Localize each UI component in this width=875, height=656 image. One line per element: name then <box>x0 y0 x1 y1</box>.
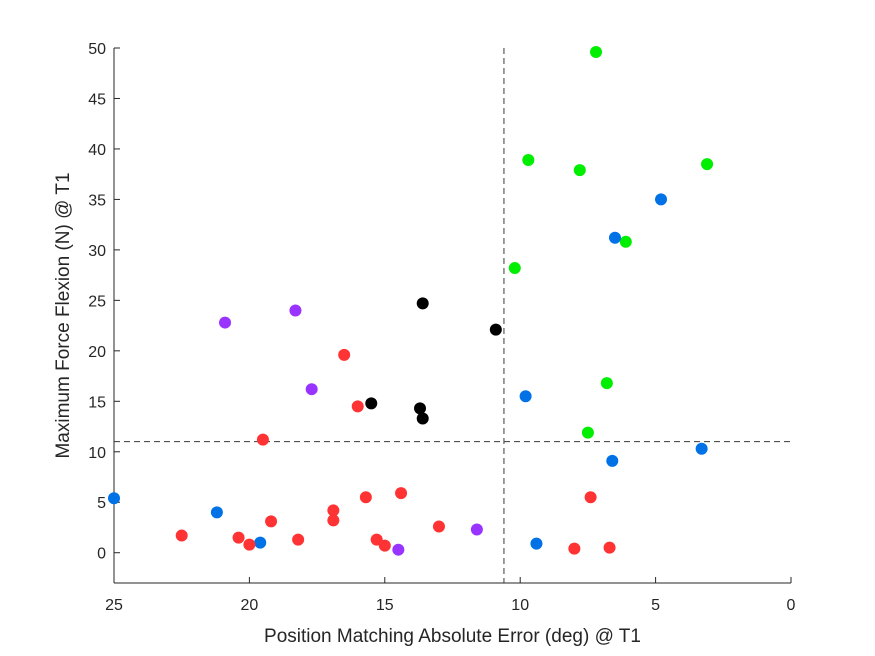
data-point <box>338 348 351 361</box>
data-point <box>378 539 391 552</box>
data-point <box>254 536 267 549</box>
data-point <box>695 442 708 455</box>
data-point <box>256 433 269 446</box>
y-tick-label: 35 <box>88 192 106 209</box>
y-tick-label: 30 <box>88 243 106 260</box>
x-tick-label: 20 <box>241 597 259 614</box>
data-point <box>655 193 668 206</box>
data-point <box>243 538 256 551</box>
y-axis-label: Maximum Force Flexion (N) @ T1 <box>53 172 74 458</box>
data-point <box>489 323 502 336</box>
y-tick-label: 50 <box>88 41 106 58</box>
data-point <box>219 316 232 329</box>
data-point <box>581 426 594 439</box>
data-point <box>584 491 597 504</box>
data-point <box>292 533 305 546</box>
y-tick-label: 45 <box>88 91 106 108</box>
data-point <box>108 492 120 505</box>
data-point <box>508 262 521 275</box>
data-point <box>289 304 302 317</box>
data-point <box>432 520 445 533</box>
y-tick-label: 0 <box>97 546 106 563</box>
data-point <box>416 297 429 310</box>
data-point <box>305 383 318 396</box>
x-tick-label: 10 <box>511 597 529 614</box>
data-point <box>619 235 632 248</box>
data-point <box>606 454 619 467</box>
data-point <box>327 504 340 517</box>
data-point <box>608 231 621 244</box>
y-tick-label: 15 <box>88 394 106 411</box>
y-tick-label: 40 <box>88 142 106 159</box>
y-tick-label: 5 <box>97 495 106 512</box>
data-point <box>530 537 543 550</box>
data-point <box>603 541 616 554</box>
axes <box>113 48 791 584</box>
data-point <box>351 400 364 413</box>
y-tick-label: 20 <box>88 344 106 361</box>
data-point <box>359 491 372 504</box>
y-tick-label: 10 <box>88 445 106 462</box>
data-point <box>175 529 188 542</box>
data-point <box>590 46 603 59</box>
data-point <box>519 390 532 403</box>
data-point <box>470 523 483 536</box>
data-point <box>522 154 535 167</box>
x-tick-label: 0 <box>787 597 796 614</box>
data-point <box>232 531 245 544</box>
reference-lines <box>114 48 791 583</box>
data-points <box>108 46 714 556</box>
data-point <box>392 543 405 556</box>
data-point <box>568 542 581 555</box>
data-point <box>265 515 278 528</box>
y-tick-label: 25 <box>88 293 106 310</box>
data-point <box>414 402 427 415</box>
x-tick-label: 15 <box>376 597 394 614</box>
data-point <box>600 377 613 390</box>
data-point <box>395 487 408 500</box>
data-point <box>210 506 223 519</box>
data-point <box>365 397 378 410</box>
x-tick-label: 5 <box>651 597 660 614</box>
data-point <box>327 514 340 527</box>
data-point <box>701 158 714 171</box>
data-point <box>416 412 429 425</box>
x-tick-label: 25 <box>105 597 123 614</box>
data-point <box>573 164 586 177</box>
x-axis-label: Position Matching Absolute Error (deg) @… <box>264 626 641 647</box>
